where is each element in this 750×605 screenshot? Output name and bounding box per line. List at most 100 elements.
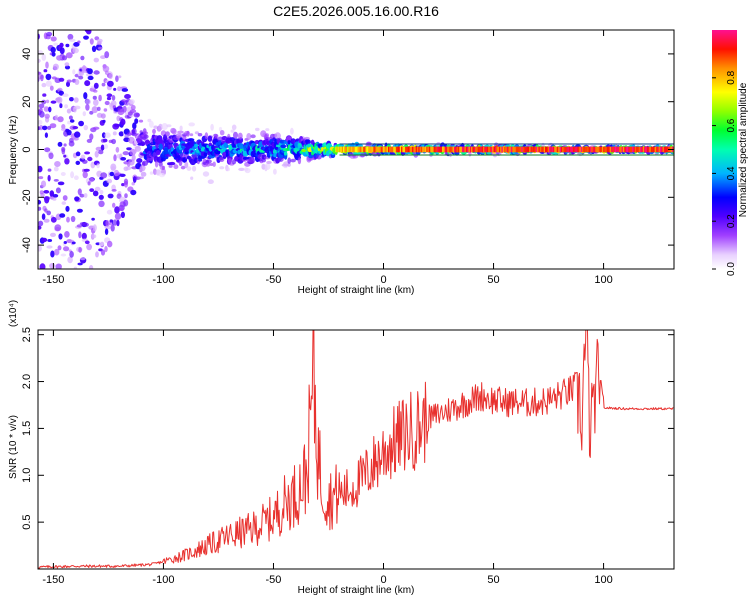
spectrogram-band-cell <box>446 146 448 153</box>
spectrogram-band-cell <box>494 146 497 153</box>
spectrogram-cell <box>297 157 302 165</box>
spectrogram-cell <box>69 119 75 123</box>
spectrogram-cell <box>209 163 214 166</box>
spectrogram-cell <box>51 52 56 57</box>
spectrogram-band-cell <box>597 146 600 153</box>
spectrogram-band-cell <box>564 146 567 153</box>
spectrogram-band-cell <box>406 146 408 153</box>
spectrogram-band-cell <box>514 146 517 153</box>
spectrogram-cell <box>168 161 176 166</box>
spectrogram-cell <box>87 75 94 81</box>
spectrogram-cell <box>84 80 91 87</box>
spectrogram-cell <box>140 164 146 172</box>
spectrogram-band-cell <box>439 146 441 153</box>
colorbar-tick-label: 0.4 <box>726 166 737 180</box>
spectrogram-cell <box>92 190 99 197</box>
spectrogram-band-cell <box>469 146 472 153</box>
spectrogram-cell <box>55 187 61 194</box>
spectrogram-cell <box>54 248 60 256</box>
spectrogram-band-cell <box>587 146 589 153</box>
spectrogram-cell <box>40 180 47 188</box>
spectrogram-band-cell <box>354 146 357 153</box>
spectrogram-cell <box>230 129 235 133</box>
spectrogram-cell <box>186 166 192 171</box>
spectrogram-cell <box>63 143 67 147</box>
spectrogram-band-cell <box>448 146 451 153</box>
spectrogram-cell <box>103 108 108 112</box>
spectrogram-cell <box>237 132 243 140</box>
spectrogram-cell <box>57 141 63 147</box>
spectrogram-band-cell <box>426 146 428 153</box>
spectrogram-cell <box>249 156 255 164</box>
spectrogram-band-cell <box>383 146 386 153</box>
spectrogram-band-cell <box>411 146 414 153</box>
spectrogram-band-cell <box>556 146 559 153</box>
spectrogram-band-cell <box>353 146 356 153</box>
spectrogram-cell <box>283 151 288 156</box>
snr-y-tick-label: 2.0 <box>21 374 33 389</box>
spectrogram-cell <box>219 156 225 162</box>
spectrogram-cell <box>47 168 52 172</box>
spectrogram-band-cell <box>628 146 630 153</box>
spectrogram-band-cell <box>662 146 665 153</box>
spectrogram-cell <box>89 177 95 183</box>
spectrogram-cell <box>129 109 137 114</box>
spectrogram-x-tick-label: -100 <box>152 274 174 286</box>
spectrogram-band-cell <box>568 146 571 153</box>
spectrogram-band-cell <box>357 146 360 153</box>
spectrogram-cell <box>210 123 214 131</box>
spectrogram-cell <box>280 144 287 149</box>
spectrogram-band-cell <box>345 146 348 153</box>
spectrogram-cell <box>47 174 51 182</box>
spectrogram-cell <box>157 137 163 145</box>
spectrogram-cell <box>92 126 100 130</box>
spectrogram-cell <box>190 176 194 180</box>
spectrogram-cell <box>186 130 190 137</box>
spectrogram-band-cell <box>431 146 434 153</box>
spectrogram-cell <box>265 133 269 138</box>
spectrogram-cell <box>74 175 79 180</box>
spectrogram-band-cell <box>337 146 340 153</box>
spectrogram-band-cell <box>636 146 638 153</box>
spectrogram-y-tick-label: -40 <box>21 237 33 253</box>
spectrogram-cell <box>43 69 48 73</box>
spectrogram-cell <box>41 82 47 88</box>
spectrogram-cell <box>244 167 251 174</box>
spectrogram-cell <box>113 154 117 162</box>
spectrogram-cell <box>207 135 213 142</box>
spectrogram-band-cell <box>615 146 617 153</box>
spectrogram-band-cell <box>550 146 552 153</box>
spectrogram-band-cell <box>512 146 514 153</box>
spectrogram-cell <box>70 171 75 179</box>
spectrogram-band-cell <box>393 146 395 153</box>
spectrogram-cell <box>68 115 73 120</box>
spectrogram-band-cell <box>554 146 556 153</box>
spectrogram-cell <box>41 237 48 243</box>
spectrogram-cell <box>131 182 135 186</box>
spectrogram-cell <box>136 158 143 164</box>
spectrogram-band-cell <box>424 146 427 153</box>
spectrogram-cell <box>57 181 65 186</box>
spectrogram-cell <box>303 136 310 140</box>
spectrogram-cell <box>187 138 195 142</box>
spectrogram-cell <box>254 127 260 132</box>
spectrogram-cell <box>238 144 244 149</box>
spectrogram-cell <box>48 106 52 113</box>
spectrogram-cell <box>115 146 120 153</box>
spectrogram-cell <box>104 246 108 253</box>
spectrogram-cell <box>60 172 66 176</box>
snr-series-line <box>38 330 674 569</box>
spectrogram-cell <box>124 94 131 99</box>
spectrogram-cell <box>89 110 94 115</box>
spectrogram-cell <box>78 75 84 80</box>
spectrogram-cell <box>104 100 110 106</box>
spectrogram-cell <box>68 140 75 147</box>
spectrogram-band-cell <box>607 146 609 153</box>
spectrogram-cell <box>50 250 55 258</box>
spectrogram-cell <box>58 90 64 96</box>
spectrogram-band-cell <box>366 146 369 153</box>
spectrogram-band-cell <box>473 146 476 153</box>
spectrogram-band-cell <box>506 146 509 153</box>
spectrogram-band-cell <box>440 146 443 153</box>
spectrogram-band-cell <box>629 146 632 153</box>
